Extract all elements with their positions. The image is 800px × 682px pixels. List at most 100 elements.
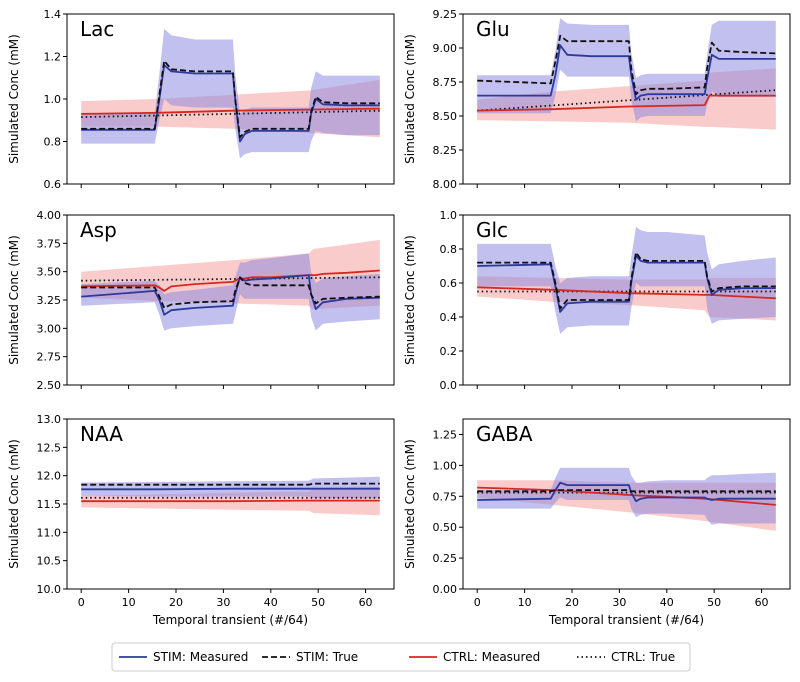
y-tick-label: 0.4: [440, 311, 458, 324]
panel-title: Glu: [476, 17, 510, 41]
y-tick-label: 9.25: [433, 8, 458, 21]
x-axis-label: Temporal transient (#/64): [152, 613, 308, 627]
y-tick-label: 8.00: [433, 178, 458, 191]
panel-title: Asp: [80, 218, 117, 242]
stim-true-line-glc: [477, 251, 776, 310]
y-axis-label: Simulated Conc (mM): [403, 34, 417, 164]
plot-area-lac: [81, 28, 380, 159]
x-axis-label: Temporal transient (#/64): [548, 613, 704, 627]
stim-measured-line-lac: [81, 64, 380, 143]
y-tick-label: 1.0: [44, 93, 62, 106]
y-tick-label: 12.0: [37, 470, 62, 483]
stim-true-line-lac: [81, 59, 380, 139]
x-tick-label: 10: [518, 596, 532, 609]
plot-area-glc: [477, 226, 776, 334]
y-axis-label: Simulated Conc (mM): [7, 34, 21, 164]
stim-true-line-asp: [81, 276, 380, 309]
x-tick-label: 30: [216, 596, 230, 609]
y-tick-label: 0.6: [440, 277, 458, 290]
y-tick-label: 9.00: [433, 42, 458, 55]
legend-ctrl-measured-label: CTRL: Measured: [443, 650, 540, 664]
y-tick-label: 13.0: [37, 413, 62, 426]
ctrl-measured-line-gaba: [477, 486, 776, 506]
y-axis-label: Simulated Conc (mM): [7, 235, 21, 365]
stim-true-line-glu: [477, 34, 776, 96]
stim-band-gaba: [477, 467, 776, 525]
y-tick-label: 3.50: [37, 266, 62, 279]
x-tick-label: 50: [707, 596, 721, 609]
x-tick-label: 20: [169, 596, 183, 609]
plot-area-naa: [81, 476, 380, 516]
legend-ctrl-true-label: CTRL: True: [611, 650, 675, 664]
ctrl-measured-line-lac: [81, 107, 380, 115]
y-tick-label: 4.00: [37, 209, 62, 222]
y-tick-label: 2.75: [37, 351, 62, 364]
y-axis-label: Simulated Conc (mM): [403, 235, 417, 365]
y-tick-label: 1.25: [433, 428, 458, 441]
stim-measured-line-naa: [81, 487, 380, 491]
panel-asp: 2.50 2.75 3.00 3.25 3.50 3.75 4.00 Asp Simulated…: [7, 209, 395, 392]
stim-measured-line-glu: [477, 44, 776, 101]
x-tick-label: 0: [78, 596, 85, 609]
y-tick-label: 3.75: [37, 237, 62, 250]
y-axis-label: Simulated Conc (mM): [7, 439, 21, 569]
y-tick-label: 10.5: [37, 555, 62, 568]
x-tick-label: 60: [755, 596, 769, 609]
ctrl-measured-line-glc: [477, 286, 776, 300]
ctrl-true-line-glu: [477, 89, 776, 112]
legend: STIM: Measured STIM: True CTRL: Measured…: [111, 642, 691, 672]
x-tick-label: 0: [474, 596, 481, 609]
y-tick-label: 8.75: [433, 76, 458, 89]
panel-title: NAA: [80, 422, 123, 446]
legend-stim-measured-label: STIM: Measured: [153, 650, 248, 664]
ctrl-measured-line-naa: [81, 499, 380, 503]
plot-area-gaba: [477, 467, 776, 531]
ctrl-true-line-asp: [81, 276, 380, 282]
y-tick-label: 0.0: [440, 379, 458, 392]
x-tick-label: 20: [565, 596, 579, 609]
y-tick-label: 1.2: [44, 51, 62, 64]
y-tick-label: 8.50: [433, 110, 458, 123]
y-tick-label: 10.0: [37, 583, 62, 596]
panel-glc: 0.0 0.2 0.4 0.6 0.8 1.0 Glc Simulated Conc (mM): [403, 209, 791, 392]
x-tick-label: 10: [122, 596, 136, 609]
panel-lac: 0.6 0.8 1.0 1.2 1.4 Lac Simulated Conc (mM): [7, 8, 395, 191]
x-tick-label: 60: [359, 596, 373, 609]
y-tick-label: 1.4: [44, 8, 62, 21]
panel-title: Lac: [80, 17, 114, 41]
y-tick-label: 3.25: [37, 294, 62, 307]
stim-true-line-naa: [81, 482, 380, 486]
legend-frame: [111, 642, 691, 672]
stim-band-asp: [81, 253, 380, 331]
y-tick-label: 0.8: [44, 136, 62, 149]
axes-frame: [462, 418, 791, 590]
x-tick-label: 30: [612, 596, 626, 609]
ctrl-true-line-lac: [81, 109, 380, 118]
y-tick-label: 1.00: [433, 459, 458, 472]
y-tick-label: 3.00: [37, 322, 62, 335]
legend-stim-true-label: STIM: True: [296, 650, 358, 664]
x-tick-label: 40: [264, 596, 278, 609]
x-tick-label: 40: [660, 596, 674, 609]
stim-true-line-gaba: [477, 489, 776, 493]
stim-band-naa: [81, 476, 380, 499]
y-tick-label: 0.75: [433, 490, 458, 503]
y-axis-label: Simulated Conc (mM): [403, 439, 417, 569]
panel-title: Glc: [476, 218, 508, 242]
y-tick-label: 11.0: [37, 526, 62, 539]
y-tick-label: 11.5: [37, 498, 62, 511]
y-tick-label: 0.50: [433, 521, 458, 534]
plot-area-asp: [81, 239, 380, 331]
stim-band-glc: [477, 226, 776, 334]
x-tick-label: 50: [311, 596, 325, 609]
panel-naa: 10.0 10.5 11.0 11.5 12.0 12.5 13.0 0 10 20 30 40 50 6…: [7, 413, 395, 627]
y-tick-label: 1.0: [440, 209, 458, 222]
axes-frame: [462, 214, 791, 386]
y-tick-label: 0.8: [440, 243, 458, 256]
y-tick-label: 8.25: [433, 144, 458, 157]
y-tick-label: 0.2: [440, 345, 458, 358]
axes-frame: [462, 13, 791, 185]
y-tick-label: 2.50: [37, 379, 62, 392]
